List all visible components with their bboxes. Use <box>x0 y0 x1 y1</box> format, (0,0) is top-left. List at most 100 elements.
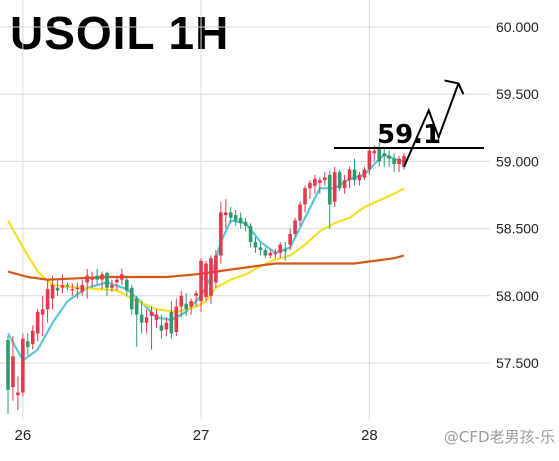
candle-body <box>189 301 193 307</box>
candle-body <box>115 279 119 283</box>
candle <box>258 242 263 256</box>
candle-body <box>228 212 233 218</box>
candle <box>318 177 322 194</box>
candle-body <box>233 215 238 221</box>
candle <box>80 279 85 296</box>
candle-body <box>134 298 139 315</box>
candle <box>219 201 223 264</box>
candle-body <box>397 158 401 165</box>
candle <box>402 153 406 170</box>
candle <box>327 170 332 229</box>
candle <box>278 242 283 259</box>
candle-body <box>298 204 302 221</box>
candle <box>6 336 10 415</box>
candle <box>387 150 391 167</box>
candle <box>248 223 253 248</box>
y-tick-label: 59.000 <box>496 153 539 169</box>
candle <box>283 242 287 261</box>
candle-body <box>55 287 60 291</box>
x-tick-label: 26 <box>15 427 32 444</box>
candle-body <box>248 225 253 243</box>
candle <box>110 279 114 292</box>
candle <box>159 314 164 339</box>
candle-body <box>30 330 35 345</box>
axes: 57.500 58.000 58.500 59.000 59.500 60.000 26 27… <box>15 19 540 444</box>
candle <box>194 290 198 307</box>
candle <box>377 142 382 167</box>
candle <box>139 301 144 334</box>
candle <box>144 309 149 334</box>
candle <box>45 279 50 323</box>
candle <box>189 298 193 315</box>
candle-body <box>35 311 40 334</box>
candle <box>397 156 401 173</box>
y-tick-label: 57.500 <box>496 355 539 371</box>
candle <box>238 212 243 229</box>
candle-body <box>110 285 114 288</box>
candle <box>357 172 362 186</box>
candle-body <box>80 285 85 292</box>
candle <box>65 282 70 291</box>
candle-body <box>179 295 184 307</box>
candle <box>21 333 25 397</box>
candle-body <box>273 252 278 255</box>
candle-body <box>199 260 203 302</box>
candle-body <box>95 275 99 280</box>
watermark: @CFD老男孩-乐 <box>443 428 555 446</box>
candle-body <box>382 153 386 157</box>
x-tick-label: 28 <box>361 427 378 444</box>
candle <box>313 174 317 194</box>
candle <box>184 293 188 316</box>
candle-body <box>154 314 159 320</box>
candle <box>293 217 297 237</box>
candle-body <box>367 150 372 170</box>
candle-body <box>372 150 377 154</box>
candle-body <box>40 309 45 315</box>
candle <box>323 172 327 186</box>
candle-body <box>174 306 179 333</box>
candle <box>209 255 213 304</box>
candle <box>30 325 35 350</box>
candle-body <box>50 285 55 299</box>
candle <box>70 283 75 296</box>
candle <box>85 268 89 299</box>
candle <box>199 258 203 312</box>
candle-body <box>11 356 15 388</box>
moving-average-line <box>7 254 405 281</box>
candle <box>263 247 268 259</box>
candle <box>55 279 60 296</box>
candle-body <box>278 244 283 253</box>
candle <box>337 169 342 191</box>
candle-body <box>144 317 149 323</box>
candle <box>347 166 352 189</box>
candle-body <box>308 182 312 189</box>
candle-body <box>342 180 347 189</box>
page-title: USOIL 1H <box>10 7 230 59</box>
candle <box>154 309 159 329</box>
candle <box>342 174 347 194</box>
candle-body <box>6 340 10 390</box>
y-tick-label: 60.000 <box>496 19 539 35</box>
candle <box>149 306 154 350</box>
candle-body <box>129 287 134 310</box>
candle-body <box>16 392 20 396</box>
candles <box>6 142 406 415</box>
candle-body <box>293 220 297 234</box>
candle-body <box>214 255 218 283</box>
candle-body <box>318 180 322 183</box>
candle-body <box>357 174 362 181</box>
candle <box>115 275 119 291</box>
candle-body <box>60 285 65 288</box>
candle-body <box>21 338 25 393</box>
candle <box>288 228 292 251</box>
candle <box>298 201 302 226</box>
candle-body <box>303 188 307 205</box>
grid <box>0 0 490 420</box>
candle <box>352 158 357 186</box>
arrow-head <box>444 79 465 95</box>
candle-body <box>323 177 327 181</box>
candle-body <box>327 174 332 205</box>
resistance-label: 59.1 <box>377 120 441 150</box>
candle-body <box>347 169 352 181</box>
candle <box>332 166 337 208</box>
